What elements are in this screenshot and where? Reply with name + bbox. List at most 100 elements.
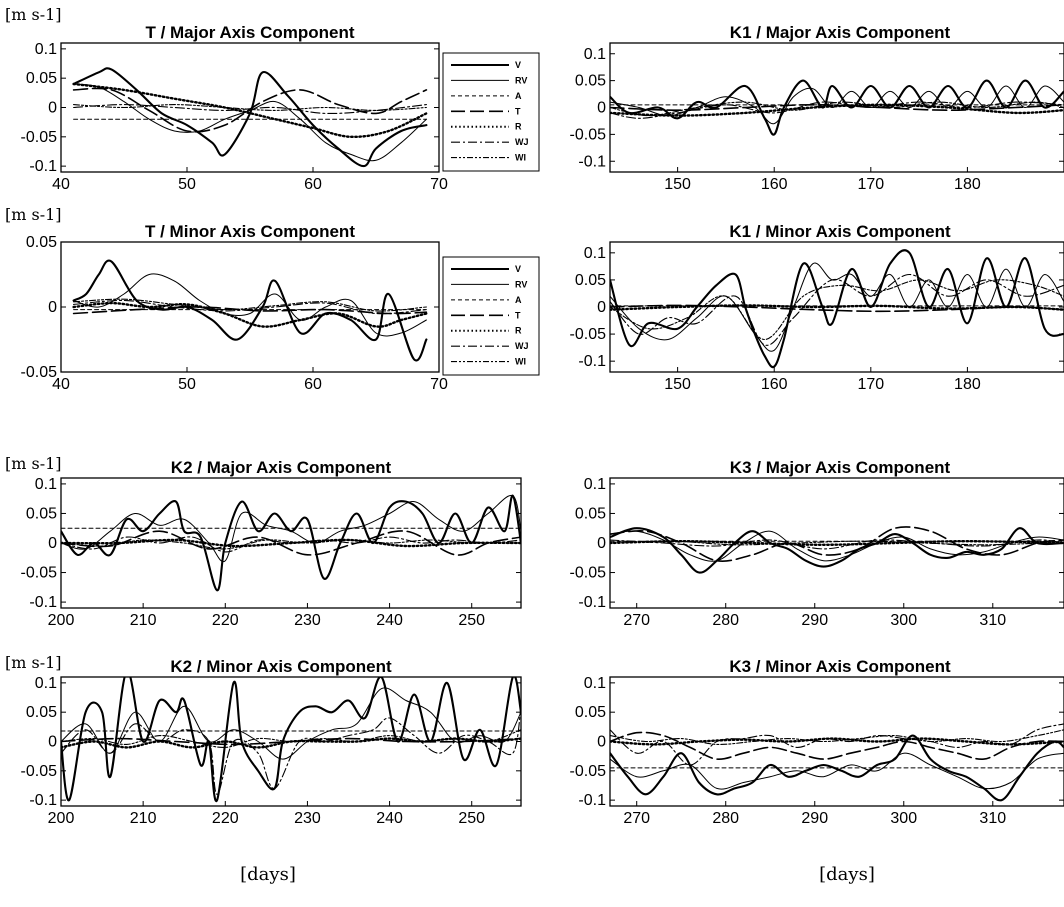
panel-K3_minor: K3 / Minor Axis Component 0.1 0.05 0 -0.05 -0…: [570, 657, 1064, 827]
panel-K1_minor: K1 / Minor Axis Component 0.1 0.05 0 -0.05 -0…: [570, 222, 1064, 393]
series-line-V: [610, 527, 1064, 574]
y-tick-label: 0.1: [584, 476, 606, 493]
series-group: [610, 723, 1064, 802]
x-axis-label: [days]: [240, 864, 296, 885]
y-tick-label: -0.05: [570, 763, 607, 780]
x-tick-label: 240: [376, 612, 403, 629]
plot-frame: [609, 241, 1064, 373]
x-tick-label: 180: [954, 176, 981, 193]
legend-label: V: [515, 264, 521, 274]
chart-title: K2 / Major Axis Component: [171, 458, 392, 477]
legend-label: A: [515, 295, 522, 305]
series-line-R: [61, 737, 521, 749]
x-tick-label: 290: [801, 612, 828, 629]
y-tick-label: 0.05: [26, 234, 57, 251]
legend: V RV ATR WJ WI: [442, 52, 540, 172]
series-line-RV: [610, 85, 1064, 125]
x-tick-label: 40: [52, 176, 70, 193]
y-tick-label: -0.05: [570, 126, 607, 143]
x-tick-label: 60: [304, 376, 322, 393]
x-tick-label: 220: [212, 612, 239, 629]
y-tick-label: -0.1: [578, 153, 606, 170]
y-tick-label: -0.05: [570, 326, 607, 343]
x-tick-label: 210: [130, 810, 157, 827]
y-tick-label: 0.05: [26, 70, 57, 87]
series-line-WI: [610, 101, 1064, 117]
plot-frame: [60, 241, 440, 373]
x-tick-label: 270: [623, 810, 650, 827]
y-tick-label: -0.1: [29, 158, 57, 175]
y-tick-label: 0: [597, 535, 606, 552]
y-tick-label: 0: [48, 100, 57, 117]
series-group: [610, 249, 1064, 369]
y-tick-label: -0.05: [21, 565, 58, 582]
panel-K1_major: K1 / Major Axis Component 0.1 0.05 0 -0.05 -0…: [570, 23, 1064, 193]
series-line-R: [610, 539, 1064, 547]
legend-label: R: [515, 122, 522, 132]
legend-label: WI: [515, 153, 526, 163]
y-tick-label: 0.1: [584, 46, 606, 63]
x-tick-label: 200: [48, 612, 75, 629]
y-tick-label: -0.1: [29, 594, 57, 611]
y-tick-label: -0.1: [578, 353, 606, 370]
series-line-WJ: [73, 299, 427, 315]
series-line-WJ: [610, 723, 1064, 766]
y-tick-label: 0: [597, 100, 606, 117]
y-tick-label: 0.1: [35, 476, 57, 493]
x-tick-label: 40: [52, 376, 70, 393]
x-tick-label: 170: [857, 376, 884, 393]
x-tick-label: 200: [48, 810, 75, 827]
series-group: [72, 259, 428, 362]
series-line-T: [610, 731, 1064, 761]
series-line-T: [61, 530, 521, 556]
y-unit-label: [m s-1]: [5, 5, 62, 24]
y-tick-label: 0.05: [575, 505, 606, 522]
legend-label: WI: [515, 357, 526, 367]
x-tick-label: 300: [890, 810, 917, 827]
x-tick-label: 230: [294, 810, 321, 827]
legend-label: T: [515, 310, 521, 320]
series-line-R: [72, 82, 428, 139]
x-tick-label: 50: [178, 176, 196, 193]
chart-title: K1 / Minor Axis Component: [729, 222, 951, 241]
series-group: [72, 67, 428, 168]
x-tick-label: 290: [801, 810, 828, 827]
series-line-RV: [61, 687, 521, 760]
y-tick-label: -0.1: [578, 594, 606, 611]
y-unit-label: [m s-1]: [5, 653, 62, 672]
y-tick-label: -0.05: [21, 129, 58, 146]
series-line-T: [72, 87, 428, 133]
x-axis-label: [days]: [819, 864, 875, 885]
x-tick-label: 250: [458, 810, 485, 827]
series-line-R: [610, 103, 1064, 117]
y-tick-label: 0.1: [584, 675, 606, 692]
legend: V RV ATR WJ WI: [442, 256, 540, 376]
series-line-WI: [610, 279, 1064, 341]
y-tick-label: 0.1: [584, 245, 606, 262]
series-line-V: [61, 677, 521, 802]
y-tick-label: -0.1: [578, 792, 606, 809]
chart-title: K1 / Major Axis Component: [730, 23, 951, 42]
legend-label: WJ: [515, 341, 529, 351]
series-line-WJ: [610, 273, 1064, 346]
series-line-WI: [73, 298, 427, 312]
legend-label: RV: [515, 279, 527, 289]
y-tick-label: 0.05: [575, 704, 606, 721]
plot-frame: [60, 676, 522, 807]
x-tick-label: 210: [130, 612, 157, 629]
chart-title: K3 / Major Axis Component: [730, 458, 951, 477]
panel-T_minor: T / Minor Axis Component [m s-1] 0.05 0 -0.0…: [5, 205, 540, 393]
series-line-WJ: [610, 101, 1064, 119]
x-tick-label: 50: [178, 376, 196, 393]
x-tick-label: 280: [712, 810, 739, 827]
y-tick-label: 0.1: [35, 675, 57, 692]
y-unit-label: [m s-1]: [5, 205, 62, 224]
chart-title: K2 / Minor Axis Component: [170, 657, 392, 676]
series-line-WJ: [73, 104, 427, 115]
series-line-RV: [610, 262, 1064, 352]
plot-frame: [609, 42, 1064, 173]
legend-label: RV: [515, 75, 527, 85]
y-tick-label: 0: [48, 535, 57, 552]
y-tick-label: 0.05: [26, 704, 57, 721]
x-tick-label: 310: [979, 612, 1006, 629]
